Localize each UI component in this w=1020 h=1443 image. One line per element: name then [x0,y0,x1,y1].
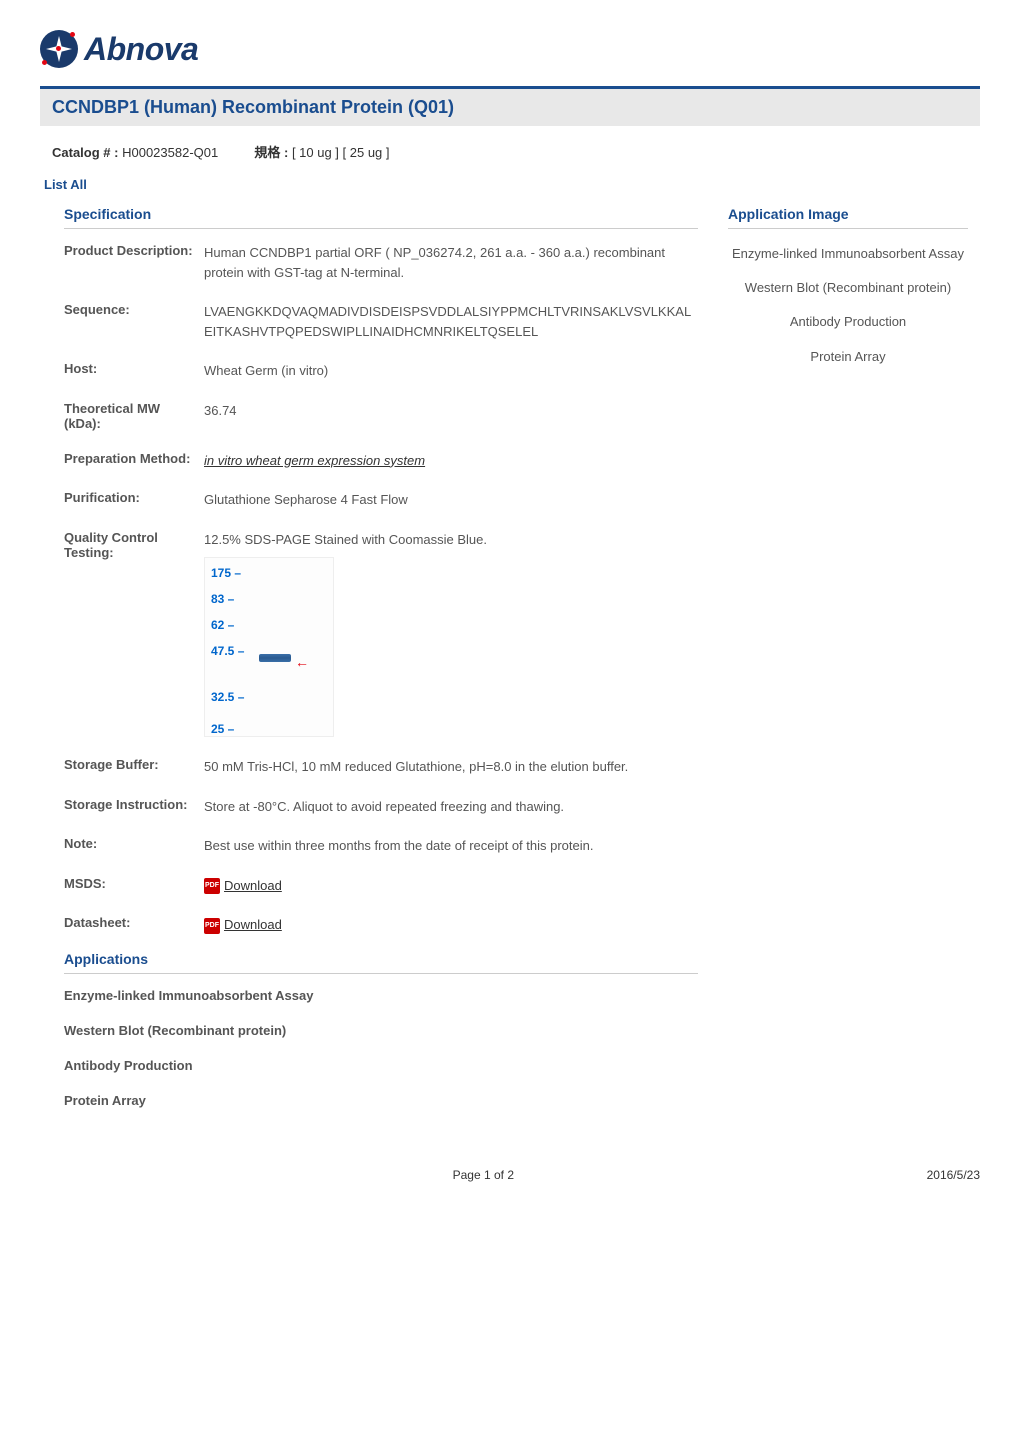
application-item: Enzyme-linked Immunoabsorbent Assay [64,978,698,1013]
brand-name: Abnova [84,31,198,68]
spec-row: Datasheet:PDF Download [64,905,698,945]
spec-row: Storage Instruction:Store at -80°C. Aliq… [64,787,698,827]
spec-row-value: 50 mM Tris-HCl, 10 mM reduced Glutathion… [204,757,698,777]
spec-value: [ 10 ug ] [ 25 ug ] [292,145,390,160]
pdf-icon: PDF [204,878,220,894]
spec-row: Theoretical MW (kDa):36.74 [64,391,698,441]
spec-row: Host:Wheat Germ (in vitro) [64,351,698,391]
spec-row-label: Theoretical MW (kDa): [64,401,204,431]
page-footer: Page 1 of 2 2016/5/23 [0,1148,1020,1192]
spec-row-value: Glutathione Sepharose 4 Fast Flow [204,490,698,510]
page-title: CCNDBP1 (Human) Recombinant Protein (Q01… [52,97,968,118]
list-all-link[interactable]: List All [40,173,980,200]
spec-row: Purification:Glutathione Sepharose 4 Fas… [64,480,698,520]
footer-date: 2016/5/23 [927,1168,980,1182]
logo-icon [40,30,78,68]
spec-row-value: Best use within three months from the da… [204,836,698,856]
spec-row: Quality Control Testing:12.5% SDS-PAGE S… [64,520,698,748]
pdf-icon: PDF [204,918,220,934]
gel-marker-label: 32.5 – [211,688,244,706]
spec-row: Sequence:LVAENGKKDQVAQMADIVDISDEISPSVDDL… [64,292,698,351]
applications-header: Applications [64,945,698,974]
spec-row: MSDS:PDF Download [64,866,698,906]
left-column: Specification Product Description:Human … [64,200,698,1118]
spec-row: Product Description:Human CCNDBP1 partia… [64,233,698,292]
spec-row-label: Datasheet: [64,915,204,930]
application-image-link[interactable]: Enzyme-linked Immunoabsorbent Assay [728,237,968,271]
specification-header: Specification [64,200,698,229]
application-image-header: Application Image [728,200,968,229]
gel-arrow-icon: ← [295,652,309,673]
gel-marker-label: 47.5 – [211,642,244,660]
title-bar: CCNDBP1 (Human) Recombinant Protein (Q01… [40,86,980,126]
download-link[interactable]: Download [224,878,282,893]
catalog-value: H00023582-Q01 [122,145,218,160]
spec-label: 規格 : [254,145,288,160]
spec-row-value: in vitro wheat germ expression system [204,451,698,471]
spec-row-value: PDF Download [204,876,698,896]
gel-marker-label: 25 – [211,720,234,738]
gel-marker-label: 62 – [211,616,234,634]
spec-row-value: PDF Download [204,915,698,935]
spec-row-label: Quality Control Testing: [64,530,204,560]
method-link[interactable]: in vitro wheat germ expression system [204,453,425,468]
spec-row-value: Store at -80°C. Aliquot to avoid repeate… [204,797,698,817]
spec-row: Storage Buffer:50 mM Tris-HCl, 10 mM red… [64,747,698,787]
spec-row-label: Storage Buffer: [64,757,204,772]
spec-row-label: Sequence: [64,302,204,317]
spec-row-label: Purification: [64,490,204,505]
gel-band [259,654,291,662]
right-column: Application Image Enzyme-linked Immunoab… [728,200,968,1118]
spec-row-label: Storage Instruction: [64,797,204,812]
spec-row-value: LVAENGKKDQVAQMADIVDISDEISPSVDDLALSIYPPMC… [204,302,698,341]
spec-row-label: Host: [64,361,204,376]
download-link[interactable]: Download [224,917,282,932]
catalog-label: Catalog # : [52,145,118,160]
spec-row-label: Note: [64,836,204,851]
spec-row-value: 36.74 [204,401,698,421]
application-image-link[interactable]: Antibody Production [728,305,968,339]
spec-row-label: Preparation Method: [64,451,204,466]
spec-row-value: Wheat Germ (in vitro) [204,361,698,381]
gel-image: 175 – 83 – 62 – 47.5 – 32.5 – 25 – ← [204,557,334,737]
catalog-row: Catalog # : H00023582-Q01 規格 : [ 10 ug ]… [40,138,980,173]
application-image-link[interactable]: Protein Array [728,340,968,374]
application-item: Western Blot (Recombinant protein) [64,1013,698,1048]
page-number: Page 1 of 2 [453,1168,514,1182]
application-image-link[interactable]: Western Blot (Recombinant protein) [728,271,968,305]
spec-row: Preparation Method:in vitro wheat germ e… [64,441,698,481]
spec-row: Note:Best use within three months from t… [64,826,698,866]
brand-logo: Abnova [40,30,980,68]
spec-row-value: 12.5% SDS-PAGE Stained with Coomassie Bl… [204,530,698,738]
application-item: Protein Array [64,1083,698,1118]
spec-row-label: MSDS: [64,876,204,891]
gel-marker-label: 175 – [211,564,241,582]
spec-row-label: Product Description: [64,243,204,258]
gel-marker-label: 83 – [211,590,234,608]
spec-row-value: Human CCNDBP1 partial ORF ( NP_036274.2,… [204,243,698,282]
application-item: Antibody Production [64,1048,698,1083]
